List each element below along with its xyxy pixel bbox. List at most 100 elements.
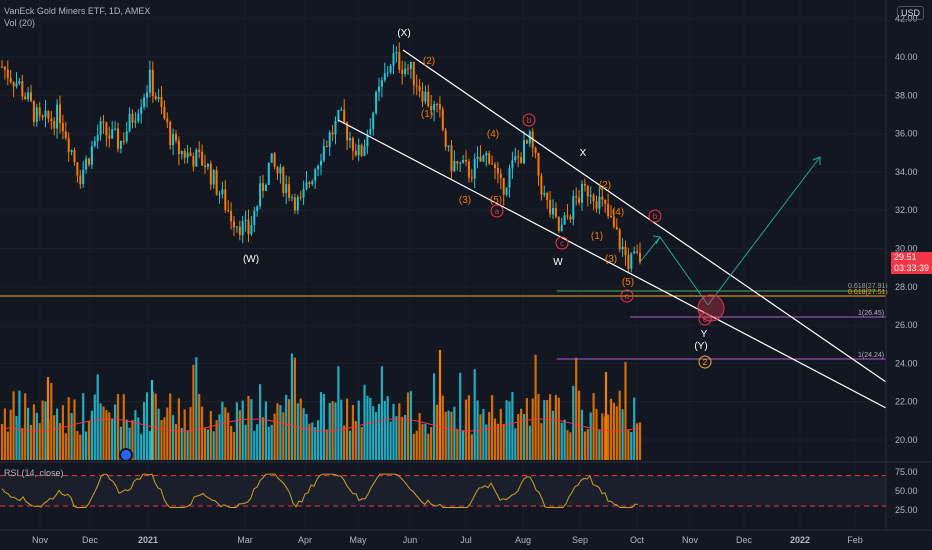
last-price-tag: 29.51 xyxy=(891,252,932,263)
candle-body xyxy=(293,197,296,211)
candle-body xyxy=(160,97,163,107)
candle-body xyxy=(122,140,125,142)
candle-body xyxy=(409,61,412,70)
candle-body xyxy=(296,197,299,211)
volume-bar xyxy=(285,394,288,460)
candle-body xyxy=(479,156,482,162)
volume-bar xyxy=(67,397,70,460)
volume-bar xyxy=(479,414,482,460)
candle-body xyxy=(233,221,235,228)
x-tick-label: Dec xyxy=(736,535,753,545)
candle-body xyxy=(151,69,154,97)
volume-bar xyxy=(215,420,218,460)
volume-bar xyxy=(638,422,642,460)
candle-body xyxy=(24,96,27,100)
volume-bar xyxy=(61,405,64,460)
candle-body xyxy=(183,151,186,158)
candle-body xyxy=(41,115,44,118)
y-tick-label: 20.00 xyxy=(895,435,918,445)
y-tick-label: 40.00 xyxy=(895,52,918,62)
y-tick-label: 26.00 xyxy=(895,320,918,330)
volume-bar xyxy=(348,430,352,460)
volume-bar xyxy=(261,417,265,460)
candle-body xyxy=(180,151,183,155)
candle-body xyxy=(322,145,325,161)
currency-button[interactable]: USD xyxy=(896,6,924,20)
volume-bar xyxy=(447,410,450,460)
volume-bar xyxy=(418,413,421,460)
candle-body xyxy=(331,132,334,135)
volume-bar xyxy=(137,417,140,460)
candle-body xyxy=(354,150,357,156)
volume-bar xyxy=(462,430,465,460)
volume-bar xyxy=(604,372,608,460)
candle-body xyxy=(279,167,282,174)
x-tick-label: Dec xyxy=(82,535,99,545)
candle-body xyxy=(131,113,134,123)
candle-body xyxy=(320,160,322,166)
candle-body xyxy=(351,138,354,151)
candle-body xyxy=(430,105,433,111)
candle-body xyxy=(137,113,140,121)
candle-body xyxy=(230,211,233,222)
candle-body xyxy=(392,53,395,66)
candle-body xyxy=(523,140,525,164)
volume-bar xyxy=(337,366,340,460)
volume-bar xyxy=(343,425,346,460)
candle-body xyxy=(285,184,288,194)
candle-body xyxy=(546,192,549,201)
candle-body xyxy=(253,210,256,225)
candle-body xyxy=(198,149,201,152)
trend-drawings xyxy=(337,49,887,409)
volume-bar xyxy=(79,434,82,460)
volume-bar xyxy=(180,427,183,460)
volume-bar xyxy=(154,393,157,460)
candle-body xyxy=(618,229,621,250)
volume-bar xyxy=(58,423,62,460)
candle-body xyxy=(227,210,230,212)
volume-bar xyxy=(114,404,117,460)
volume-bar xyxy=(273,413,276,460)
volume-bar xyxy=(537,394,540,460)
volume-bar xyxy=(575,357,578,460)
volume-bar xyxy=(453,406,456,460)
candle-body xyxy=(389,65,392,73)
volume-bar xyxy=(302,408,305,460)
volume-bar xyxy=(517,414,520,460)
volume-bar xyxy=(493,418,497,460)
volume-bar xyxy=(267,426,270,460)
volume-bar xyxy=(372,406,375,460)
candle-body xyxy=(569,216,572,220)
candle-body xyxy=(366,134,369,147)
candle-body xyxy=(633,251,636,254)
volume-bar xyxy=(206,429,209,460)
candle-body xyxy=(61,123,64,132)
volume-bar xyxy=(224,407,227,460)
candle-body xyxy=(346,122,349,141)
candle-body xyxy=(612,217,615,227)
volume-bar xyxy=(366,395,369,460)
volume-bar xyxy=(305,413,308,460)
wave-label: (5) xyxy=(622,277,634,288)
volume-bar xyxy=(122,394,125,460)
volume-bar xyxy=(21,428,24,460)
volume-bar xyxy=(325,429,328,460)
volume-bar xyxy=(598,430,601,460)
candle-body xyxy=(82,169,85,185)
volume-bar xyxy=(322,394,325,460)
volume-bar xyxy=(557,397,560,460)
volume-bar xyxy=(53,415,56,460)
volume-bar xyxy=(56,408,59,460)
wave-label: (Y) xyxy=(694,341,707,352)
wave-label: X xyxy=(580,148,587,159)
candle-body xyxy=(79,175,82,185)
candle-body xyxy=(93,141,96,147)
volume-bar xyxy=(172,415,175,460)
volume-bar xyxy=(392,403,395,460)
candle-body xyxy=(201,151,204,166)
volume-bar xyxy=(589,412,592,460)
volume-bar xyxy=(546,400,549,460)
candle-body xyxy=(299,197,302,199)
volume-bar xyxy=(569,432,572,460)
